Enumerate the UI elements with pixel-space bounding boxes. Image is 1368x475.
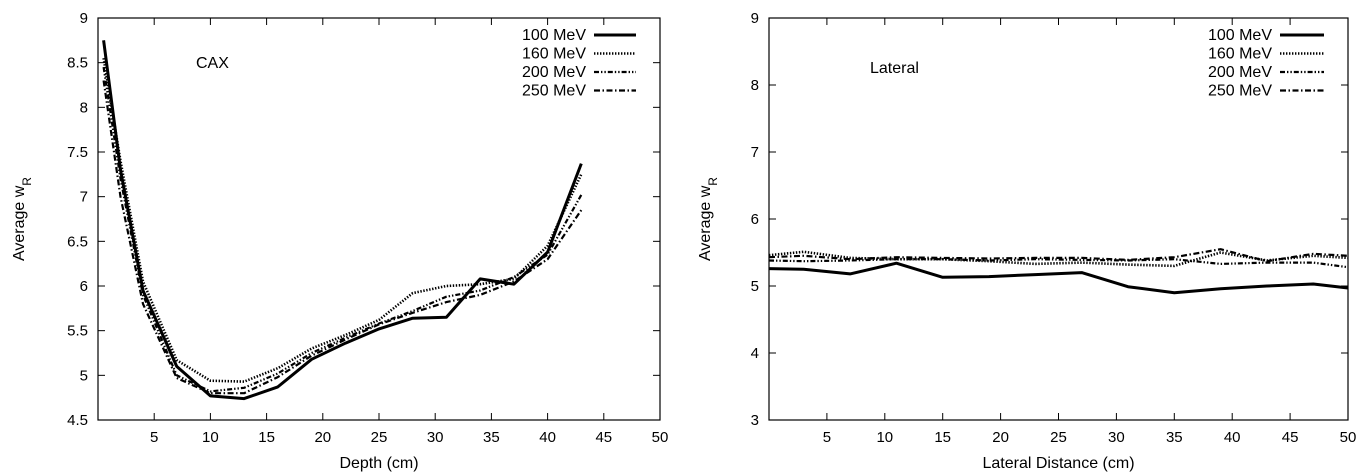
x-tick-label: 5 <box>823 429 831 446</box>
series-line-100-mev <box>768 261 1349 295</box>
x-tick-label: 40 <box>539 429 556 446</box>
series-line-100-mev <box>102 40 583 401</box>
y-axis-title: Average wR <box>11 177 34 261</box>
x-tick-label: 10 <box>202 429 219 446</box>
x-tick-label: 15 <box>258 429 275 446</box>
y-axis-title: Average wR <box>697 177 720 261</box>
x-tick-label: 20 <box>992 429 1009 446</box>
series-line-250-mev <box>102 80 583 395</box>
y-tick-label: 5 <box>751 278 759 295</box>
y-tick-label: 7 <box>751 144 759 161</box>
y-axis-title-base: Average w <box>697 185 714 261</box>
legend-label: 100 MeV <box>522 27 586 44</box>
x-tick-label: 30 <box>427 429 444 446</box>
x-tick-label: 50 <box>652 429 669 446</box>
legend-label: 160 MeV <box>522 46 586 63</box>
x-tick-label: 45 <box>1282 429 1299 446</box>
y-tick-label: 7 <box>80 189 88 206</box>
y-axis-title-subscript: R <box>706 177 720 186</box>
x-tick-label: 30 <box>1108 429 1125 446</box>
x-axis-title: Depth (cm) <box>339 455 418 472</box>
y-tick-label: 4 <box>751 345 759 362</box>
legend-label: 200 MeV <box>522 64 586 81</box>
chart-annotation: CAX <box>196 55 229 72</box>
y-tick-label: 6 <box>80 278 88 295</box>
x-tick-label: 10 <box>876 429 893 446</box>
series-line-250-mev <box>768 248 1349 263</box>
y-tick-label: 6 <box>751 211 759 228</box>
y-tick-label: 8 <box>80 99 88 116</box>
chart-annotation: Lateral <box>870 60 919 77</box>
x-tick-label: 35 <box>1166 429 1183 446</box>
y-tick-label: 8.5 <box>67 55 88 72</box>
series-line-200-mev <box>768 258 1349 269</box>
legend-label: 250 MeV <box>522 83 586 100</box>
x-tick-label: 35 <box>483 429 500 446</box>
x-tick-label: 40 <box>1224 429 1241 446</box>
y-tick-label: 6.5 <box>67 233 88 250</box>
legend-label: 160 MeV <box>1208 46 1272 63</box>
legend-label: 250 MeV <box>1208 83 1272 100</box>
y-tick-label: 5 <box>80 367 88 384</box>
cax-chart: 5 10 15 20 25 30 35 40 45 50 4.5 5 5.5 6 6.5 7 7.5 8 8.5 9 D… <box>11 10 669 472</box>
legend-label: 100 MeV <box>1208 27 1272 44</box>
y-axis-title-base: Average w <box>11 185 28 261</box>
legend-label: 200 MeV <box>1208 64 1272 81</box>
x-tick-label: 5 <box>150 429 158 446</box>
x-tick-label: 15 <box>934 429 951 446</box>
y-tick-label: 8 <box>751 77 759 94</box>
y-axis-title-subscript: R <box>20 177 34 186</box>
series-line-160-mev <box>102 57 583 383</box>
y-tick-label: 9 <box>80 10 88 27</box>
y-tick-label: 5.5 <box>67 323 88 340</box>
y-tick-label: 9 <box>751 10 759 27</box>
series-line-200-mev <box>102 66 583 393</box>
x-tick-label: 50 <box>1340 429 1357 446</box>
x-axis-title: Lateral Distance (cm) <box>982 455 1134 472</box>
x-tick-label: 25 <box>371 429 388 446</box>
y-tick-label: 4.5 <box>67 412 88 429</box>
y-tick-label: 3 <box>751 412 759 429</box>
y-tick-label: 7.5 <box>67 144 88 161</box>
x-tick-label: 45 <box>595 429 612 446</box>
x-tick-label: 25 <box>1050 429 1067 446</box>
x-tick-label: 20 <box>314 429 331 446</box>
